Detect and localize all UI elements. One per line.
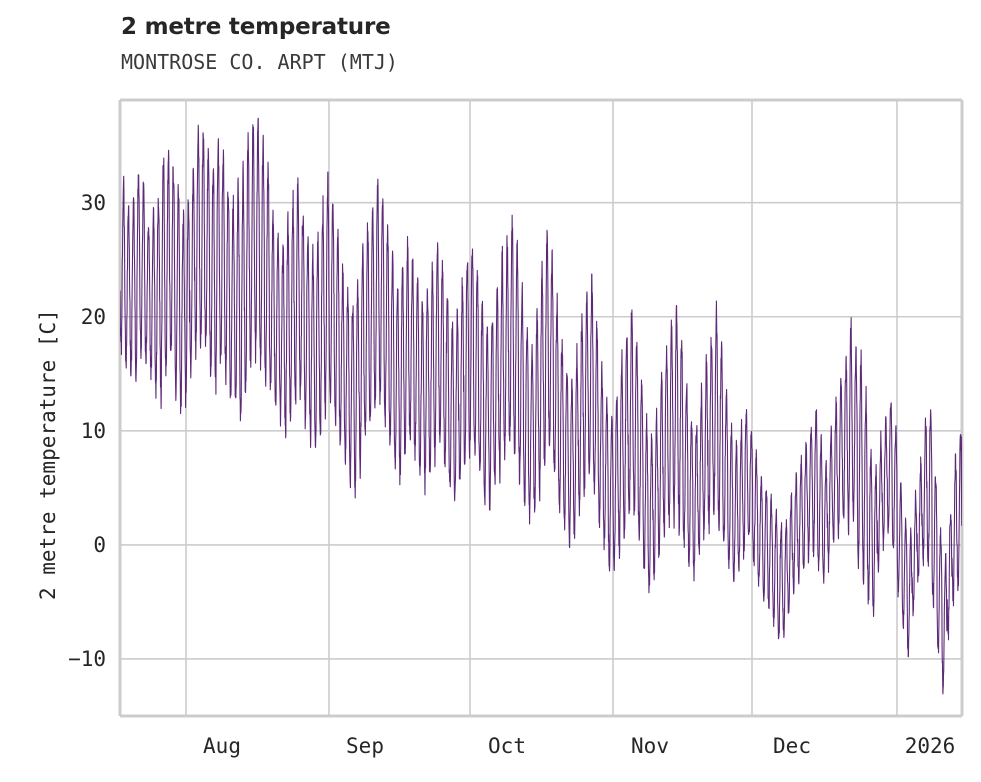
x-tick-label: Aug xyxy=(203,734,241,758)
chart-subtitle: MONTROSE CO. ARPT (MTJ) xyxy=(121,50,398,74)
y-tick-label: 20 xyxy=(80,304,106,329)
x-tick-label: Nov xyxy=(631,734,669,758)
x-tick-label: Dec xyxy=(773,734,811,758)
axis-spines xyxy=(118,98,964,718)
y-tick-label: 0 xyxy=(93,532,106,557)
x-tick-label: Oct xyxy=(488,734,526,758)
chart-title: 2 metre temperature xyxy=(121,14,391,40)
x-tick-label: 2026 xyxy=(904,734,956,758)
x-tick-label: Sep xyxy=(346,734,384,758)
y-tick-label: 30 xyxy=(80,190,106,215)
temperature-series xyxy=(120,117,962,695)
temperature-line xyxy=(120,117,962,695)
y-tick-label: 10 xyxy=(80,418,106,443)
y-tick-label: −10 xyxy=(68,646,106,671)
